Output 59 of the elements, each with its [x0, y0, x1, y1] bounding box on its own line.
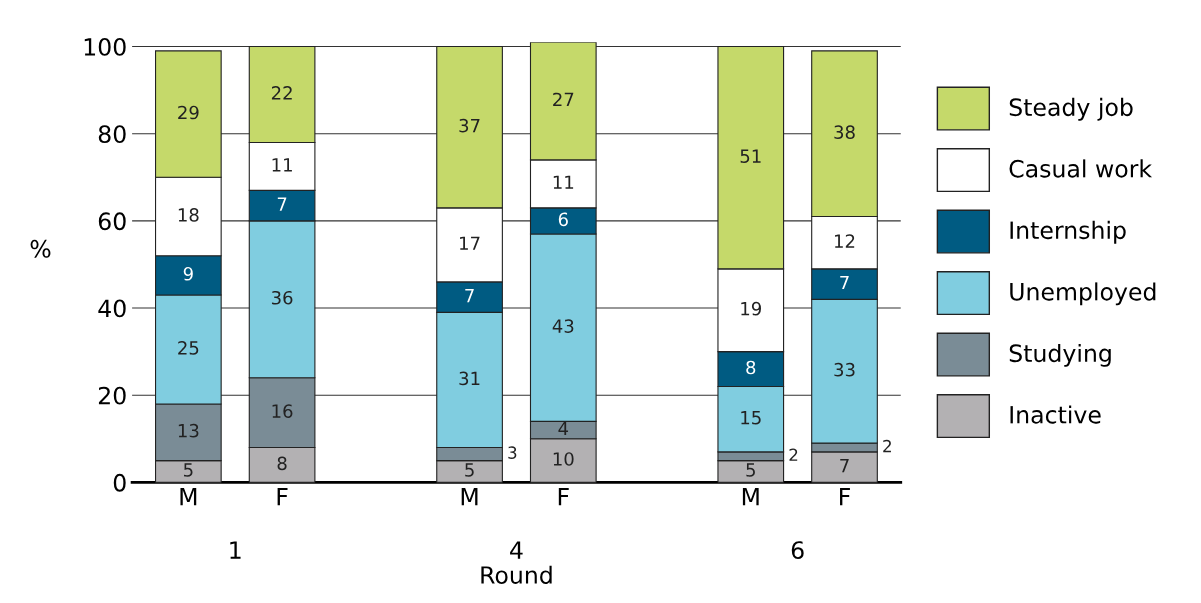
y-tick-label: 60 [98, 212, 126, 231]
data-label: 3 [508, 446, 517, 459]
data-label: 13 [178, 423, 199, 438]
legend-label: Casual work [1009, 159, 1153, 178]
data-label: 22 [271, 86, 292, 100]
data-label: 51 [740, 149, 761, 163]
data-label: 37 [459, 118, 480, 133]
x-tick-label: F [277, 487, 288, 506]
data-label: 29 [178, 105, 199, 120]
y-tick-label: 20 [98, 386, 126, 405]
legend-label: Inactive [1010, 405, 1101, 424]
y-tick-label: 100 [84, 38, 126, 56]
data-label: 7 [840, 458, 849, 473]
data-label: 11 [272, 158, 292, 172]
legend-label: Studying [1009, 343, 1111, 367]
data-label: 11 [553, 175, 574, 189]
data-label: 5 [184, 463, 193, 477]
data-label: 27 [553, 92, 574, 107]
x-axis-title: Round [481, 565, 552, 584]
data-label: 7 [465, 288, 474, 303]
data-label: 33 [834, 362, 855, 377]
data-label: 12 [835, 234, 855, 248]
data-label: 2 [883, 439, 891, 453]
data-label: 31 [459, 371, 480, 386]
data-label: 43 [552, 319, 574, 333]
data-label: 15 [741, 411, 761, 425]
data-label: 9 [183, 266, 193, 281]
x-tick-label: M [742, 487, 759, 506]
y-tick-label: 0 [113, 473, 126, 492]
data-label: 25 [178, 341, 199, 355]
legend-label: Unemployed [1010, 282, 1156, 306]
data-label: 8 [746, 360, 756, 375]
data-label: 2 [789, 448, 798, 461]
text: 6 [791, 541, 804, 560]
data-label: 5 [746, 463, 755, 477]
y-tick-label: 40 [98, 299, 126, 318]
text: 4 [510, 541, 523, 559]
data-label: 8 [277, 456, 287, 471]
data-label: 38 [834, 125, 855, 139]
legend-label: Steady job [1009, 97, 1133, 121]
y-tick-label: 80 [98, 125, 126, 144]
data-label: 6 [558, 212, 568, 227]
data-label: 5 [465, 463, 474, 477]
data-label: 10 [553, 452, 574, 466]
data-label: 4 [558, 421, 569, 436]
data-label: 16 [272, 404, 293, 418]
data-label: 17 [460, 236, 480, 250]
data-label: 18 [178, 208, 199, 222]
legend-label: Internship [1010, 220, 1126, 244]
x-tick-label: M [461, 487, 478, 506]
data-label: 7 [277, 197, 287, 211]
data-label: 7 [840, 275, 849, 290]
y-axis-title: % [30, 239, 51, 258]
data-label: 19 [741, 301, 761, 316]
x-tick-label: F [558, 487, 569, 506]
x-tick-label: F [840, 487, 850, 506]
data-label: 36 [271, 290, 293, 305]
x-tick-label: M [180, 487, 197, 506]
text: 1 [230, 541, 241, 559]
